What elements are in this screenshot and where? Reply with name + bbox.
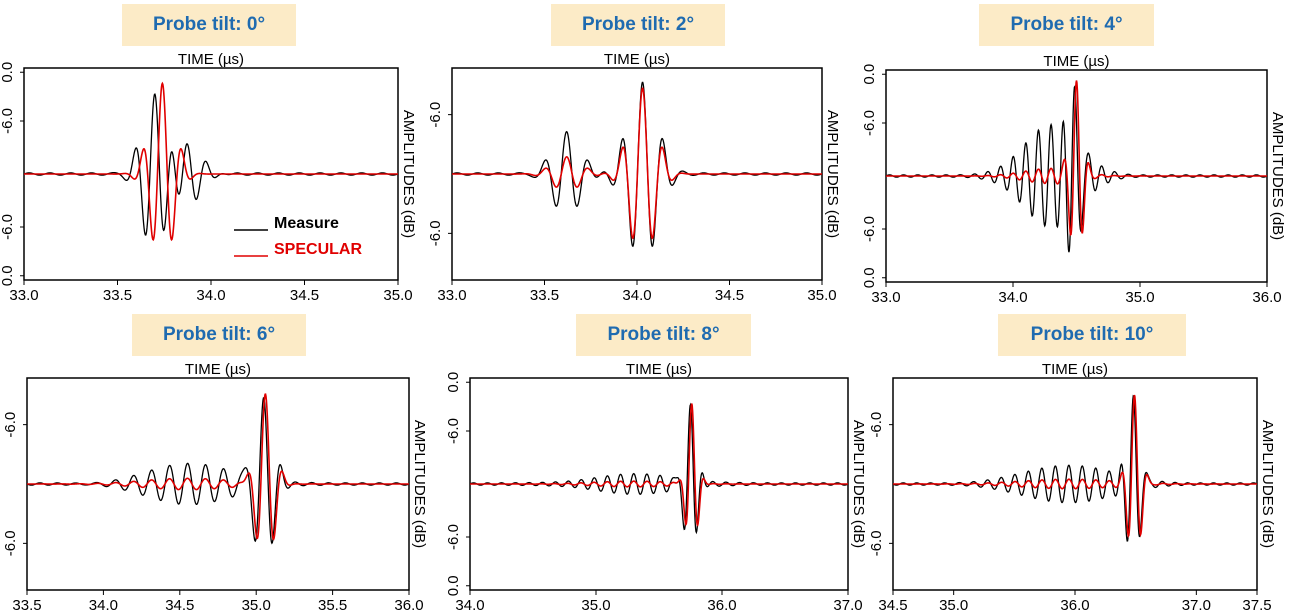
- y-tick-label: -6.0: [0, 108, 16, 134]
- y-tick-label: 0.0: [445, 372, 462, 393]
- y-tick-label: -6.0: [2, 412, 19, 438]
- series-line-specular: [24, 81, 398, 242]
- y-tick-label: -6.0: [868, 412, 885, 438]
- chart-title: Probe tilt: 6°: [132, 314, 306, 356]
- time-axis-label: TIME (µs): [178, 51, 244, 68]
- y-tick-label: -6.0: [2, 530, 19, 556]
- chart-title: Probe tilt: 0°: [122, 4, 296, 46]
- y-tick-label: 0.0: [0, 265, 16, 286]
- x-tick-label: 34.5: [878, 597, 907, 610]
- amplitude-axis-label: AMPLITUDES (dB): [1269, 112, 1286, 240]
- x-tick-label: 33.5: [12, 597, 41, 610]
- x-tick-label: 34.0: [455, 597, 484, 610]
- series-line-specular: [893, 394, 1257, 538]
- x-tick-label: 36.0: [394, 597, 423, 610]
- y-tick-label: -6.0: [445, 524, 462, 550]
- x-tick-label: 33.5: [530, 287, 559, 304]
- y-tick-label: 0.0: [861, 64, 878, 85]
- y-tick-label: 0.0: [445, 575, 462, 596]
- x-tick-label: 36.0: [707, 597, 736, 610]
- x-tick-label: 34.0: [998, 289, 1027, 306]
- x-tick-label: 35.0: [939, 597, 968, 610]
- series-line-specular: [886, 80, 1267, 237]
- x-tick-label: 35.0: [807, 287, 836, 304]
- x-tick-label: 35.0: [581, 597, 610, 610]
- x-tick-label: 33.0: [437, 287, 466, 304]
- y-tick-label: -6.0: [427, 102, 444, 128]
- chart-title: Probe tilt: 4°: [979, 4, 1154, 46]
- series-line-specular: [470, 403, 848, 527]
- x-tick-label: 33.0: [871, 289, 900, 306]
- time-axis-label: TIME (µs): [604, 51, 670, 68]
- time-axis-label: TIME (µs): [185, 361, 251, 378]
- series-line-specular: [26, 393, 409, 541]
- x-tick-label: 34.0: [196, 287, 225, 304]
- legend-entry: Measure: [274, 215, 339, 232]
- series-line-specular: [452, 87, 822, 240]
- x-tick-label: 34.0: [622, 287, 651, 304]
- x-tick-label: 35.0: [1125, 289, 1154, 306]
- chart-title: Probe tilt: 10°: [998, 314, 1186, 356]
- series-line-measure: [892, 394, 1258, 542]
- x-tick-label: 35.0: [383, 287, 412, 304]
- x-tick-label: 37.5: [1242, 597, 1271, 610]
- chart-title: Probe tilt: 2°: [551, 4, 725, 46]
- amplitude-axis-label: AMPLITUDES (dB): [411, 420, 428, 548]
- amplitude-axis-label: AMPLITUDES (dB): [824, 110, 841, 238]
- y-tick-label: -6.0: [861, 110, 878, 136]
- x-tick-label: 37.0: [833, 597, 862, 610]
- x-tick-label: 34.0: [89, 597, 118, 610]
- legend-entry: SPECULAR: [274, 241, 362, 258]
- x-tick-label: 34.5: [165, 597, 194, 610]
- x-tick-label: 33.0: [9, 287, 38, 304]
- x-tick-label: 36.0: [1252, 289, 1281, 306]
- x-tick-label: 34.5: [290, 287, 319, 304]
- amplitude-axis-label: AMPLITUDES (dB): [850, 420, 867, 548]
- amplitude-axis-label: AMPLITUDES (dB): [1259, 420, 1276, 548]
- y-tick-label: -6.0: [861, 216, 878, 242]
- time-axis-label: TIME (µs): [1043, 53, 1109, 70]
- x-tick-label: 35.5: [318, 597, 347, 610]
- x-tick-label: 36.0: [1060, 597, 1089, 610]
- x-tick-label: 33.5: [103, 287, 132, 304]
- x-tick-label: 35.0: [242, 597, 271, 610]
- amplitude-axis-label: AMPLITUDES (dB): [400, 110, 417, 238]
- y-tick-label: -6.0: [445, 418, 462, 444]
- x-tick-label: 37.0: [1182, 597, 1211, 610]
- y-tick-label: 0.0: [861, 267, 878, 288]
- x-tick-label: 34.5: [715, 287, 744, 304]
- y-tick-label: -6.0: [427, 220, 444, 246]
- chart-title: Probe tilt: 8°: [576, 314, 751, 356]
- y-tick-label: -6.0: [0, 214, 16, 240]
- time-axis-label: TIME (µs): [1042, 361, 1108, 378]
- y-tick-label: 0.0: [0, 62, 16, 83]
- time-axis-label: TIME (µs): [626, 361, 692, 378]
- y-tick-label: -6.0: [868, 530, 885, 556]
